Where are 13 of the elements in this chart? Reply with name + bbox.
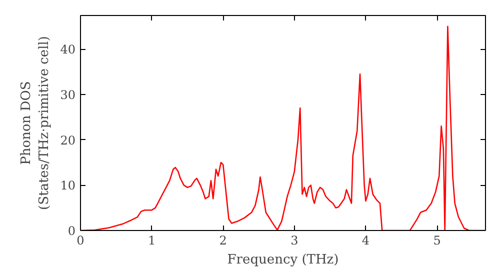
x-tick-label: 2 [219,234,227,248]
x-tick-label: 3 [290,234,298,248]
y-tick-label: 20 [60,133,76,148]
y-axis-title: Phonon DOS (States/THz·primitive cell) [19,36,52,210]
x-tick-label: 1 [148,234,156,248]
y-tick-label: 0 [68,224,76,238]
x-tick-label: 4 [362,234,370,248]
y-tick-label: 10 [60,178,76,193]
x-tick-label: 5 [433,234,441,248]
x-tick-label: 0 [76,234,84,248]
y-tick-label: 40 [60,42,76,57]
x-axis-title: Frequency (THz) [227,252,339,268]
y-tick-label: 30 [60,88,76,102]
